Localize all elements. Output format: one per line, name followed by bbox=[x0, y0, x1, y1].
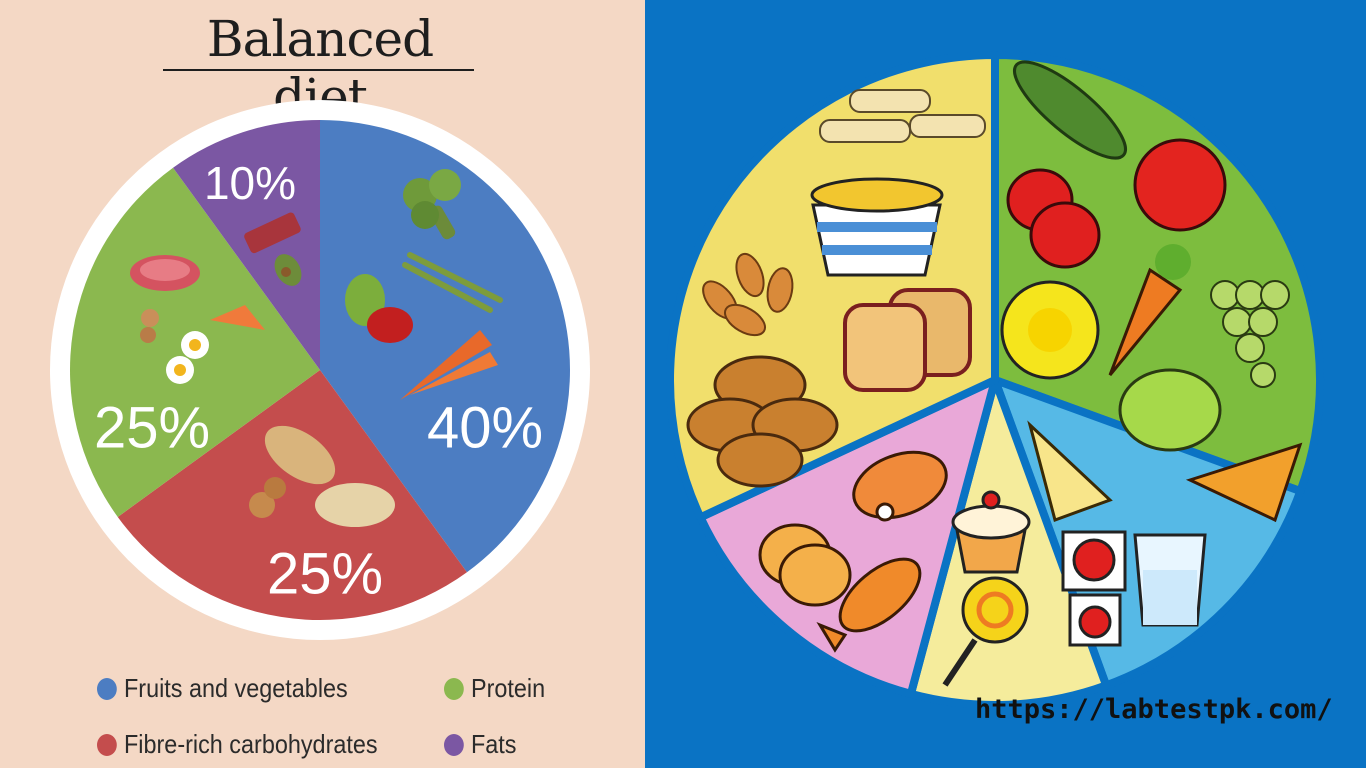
steak-icon bbox=[130, 255, 200, 291]
melon-slice-icon bbox=[1185, 442, 1303, 523]
peas-pod-icon bbox=[1013, 60, 1127, 160]
grain-scoop-icon bbox=[264, 425, 395, 527]
pie-slice-value-label: 25% bbox=[94, 395, 210, 460]
legend-item-fruits-vegetables: Fruits and vegetables bbox=[97, 673, 348, 704]
cheese-icon bbox=[1027, 420, 1113, 522]
pie-slice-value-label: 10% bbox=[204, 157, 296, 209]
wheat-icon bbox=[702, 252, 794, 337]
strawberry-icon bbox=[1006, 168, 1101, 269]
legend-item-protein: Protein bbox=[444, 673, 545, 704]
apple-icon bbox=[1133, 138, 1227, 232]
bread-roll-icon bbox=[758, 523, 852, 607]
left-panel: Balanced diet 40% 25% 25% 10% bbox=[0, 0, 645, 768]
pasta-icon bbox=[819, 89, 986, 143]
meat-icon bbox=[852, 450, 948, 522]
pie-slice-value-label: 40% bbox=[427, 395, 543, 460]
pie-slice-fibre-rich-carbohydrates bbox=[117, 370, 467, 620]
legend-swatch bbox=[444, 677, 464, 700]
cookie-icon bbox=[249, 477, 286, 518]
legend-label: Fruits and vegetables bbox=[124, 673, 348, 703]
food-plate-illustration-panel bbox=[645, 0, 1366, 768]
bread-toast-icon bbox=[843, 288, 972, 392]
legend-label: Fibre-rich carbohydrates bbox=[124, 729, 378, 759]
source-url: https://labtestpk.com/ bbox=[975, 694, 1333, 725]
legend-swatch bbox=[97, 677, 117, 700]
lollipop-icon bbox=[942, 576, 1029, 687]
milk-glass-icon bbox=[1133, 533, 1207, 627]
broccoli-icon bbox=[403, 169, 461, 240]
potatoes-icon bbox=[686, 355, 839, 488]
plate-section-dairy bbox=[991, 376, 1305, 690]
legend-item-fats: Fats bbox=[444, 729, 517, 760]
legend-label: Protein bbox=[471, 673, 546, 703]
legend-item-carbohydrates: Fibre-rich carbohydrates bbox=[97, 729, 378, 760]
bell-pepper-icon bbox=[345, 274, 413, 343]
yogurt-cup-icon bbox=[1061, 530, 1127, 647]
legend-swatch bbox=[97, 733, 117, 756]
food-illustrations bbox=[130, 169, 503, 527]
legend-label: Fats bbox=[471, 729, 517, 759]
grapes-icon bbox=[1210, 280, 1290, 388]
chart-title: Balanced diet bbox=[206, 10, 434, 126]
nuts-icon bbox=[140, 309, 159, 343]
legend-swatch bbox=[444, 733, 464, 756]
fish-icon bbox=[816, 557, 922, 653]
pie-slice-value-label: 25% bbox=[267, 541, 383, 606]
carrot-icon bbox=[1108, 244, 1191, 376]
bacon-icon bbox=[244, 212, 301, 254]
food-plate-illustration bbox=[666, 51, 1324, 709]
popcorn-bucket-icon bbox=[810, 177, 944, 277]
pineapple-icon bbox=[1000, 280, 1100, 380]
plate-section-fruits-and-vegetables bbox=[991, 51, 1324, 496]
food-plate-items bbox=[686, 60, 1303, 687]
pie-slice-fats bbox=[173, 120, 320, 370]
lettuce-icon bbox=[1118, 368, 1222, 452]
cupcake-icon bbox=[951, 490, 1031, 574]
asparagus-icon bbox=[402, 252, 503, 313]
carrot-icon bbox=[400, 330, 498, 400]
pie-slice-fruits-and-vegetables bbox=[320, 120, 571, 573]
avocado-icon bbox=[274, 254, 302, 286]
balanced-diet-pie-chart: 40% 25% 25% 10% bbox=[50, 100, 590, 640]
title-underline bbox=[163, 69, 474, 71]
salmon-icon bbox=[210, 305, 265, 330]
egg-icon bbox=[166, 331, 209, 384]
